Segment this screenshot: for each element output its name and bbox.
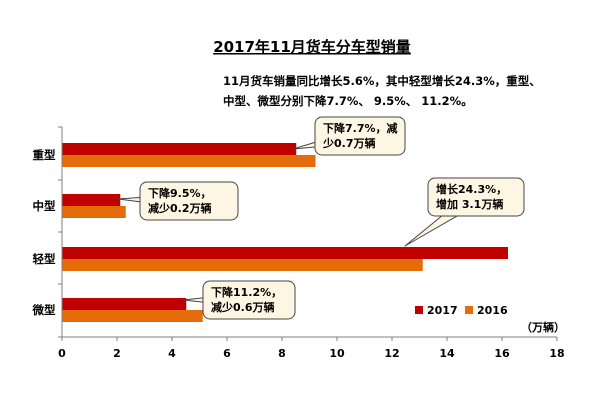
bar-2016-2: [62, 259, 423, 271]
annotation-text-3-0: 下降11.2%，: [211, 285, 282, 299]
bar-2017-2: [62, 247, 508, 259]
bar-2017-1: [62, 194, 121, 206]
legend-swatch-2017: [415, 306, 423, 314]
y-category-label-2: 轻型: [33, 252, 56, 266]
annotation-text-2-1: 增加 3.1万辆: [436, 197, 503, 211]
bar-2016-1: [62, 206, 126, 218]
x-tick-label-2: 2: [113, 347, 121, 360]
annotation-text-3-1: 减少0.6万辆: [211, 300, 275, 314]
bar-2017-0: [62, 143, 297, 155]
chart-title: 2017年11月货车分车型销量: [213, 38, 411, 56]
chart-subtitle-line-2: 中型、微型分别下降7.7%、 9.5%、 11.2%。: [223, 94, 473, 108]
annotation-box-1: [139, 181, 239, 221]
annotation-text-0-1: 少0.7万辆: [322, 136, 376, 150]
annotation-text-0-0: 下降7.7%，减: [323, 121, 398, 135]
bar-2017-3: [62, 298, 187, 310]
x-tick-label-6: 6: [223, 347, 231, 360]
legend-swatch-2016: [465, 306, 473, 314]
y-category-label-3: 微型: [32, 303, 56, 317]
x-tick-label-16: 16: [494, 347, 510, 360]
annotation-box-2: [427, 177, 525, 217]
x-unit-label: （万辆）: [521, 320, 565, 334]
annotation-text-1-1: 减少0.2万辆: [148, 201, 212, 215]
annotation-text-2-0: 增长24.3%，: [436, 182, 507, 196]
x-tick-label-10: 10: [329, 347, 345, 360]
x-tick-label-8: 8: [278, 347, 286, 360]
bar-2016-3: [62, 310, 203, 322]
legend-label-2017: 2017: [427, 304, 458, 317]
x-tick-label-14: 14: [439, 347, 455, 360]
annotation-text-1-0: 下降9.5%，: [148, 186, 212, 200]
chart-subtitle-line-1: 11月货车销量同比增长5.6%，其中轻型增长24.3%，重型、: [223, 74, 541, 88]
legend-label-2016: 2016: [477, 304, 508, 317]
bar-2016-0: [62, 155, 316, 167]
x-tick-label-18: 18: [549, 347, 564, 360]
x-tick-label-12: 12: [384, 347, 399, 360]
y-category-label-0: 重型: [33, 148, 56, 162]
x-tick-label-0: 0: [58, 347, 66, 360]
annotation-box-0: [314, 116, 406, 156]
x-tick-label-4: 4: [168, 347, 176, 360]
y-category-label-1: 中型: [33, 199, 56, 213]
annotation-box-3: [202, 280, 296, 320]
